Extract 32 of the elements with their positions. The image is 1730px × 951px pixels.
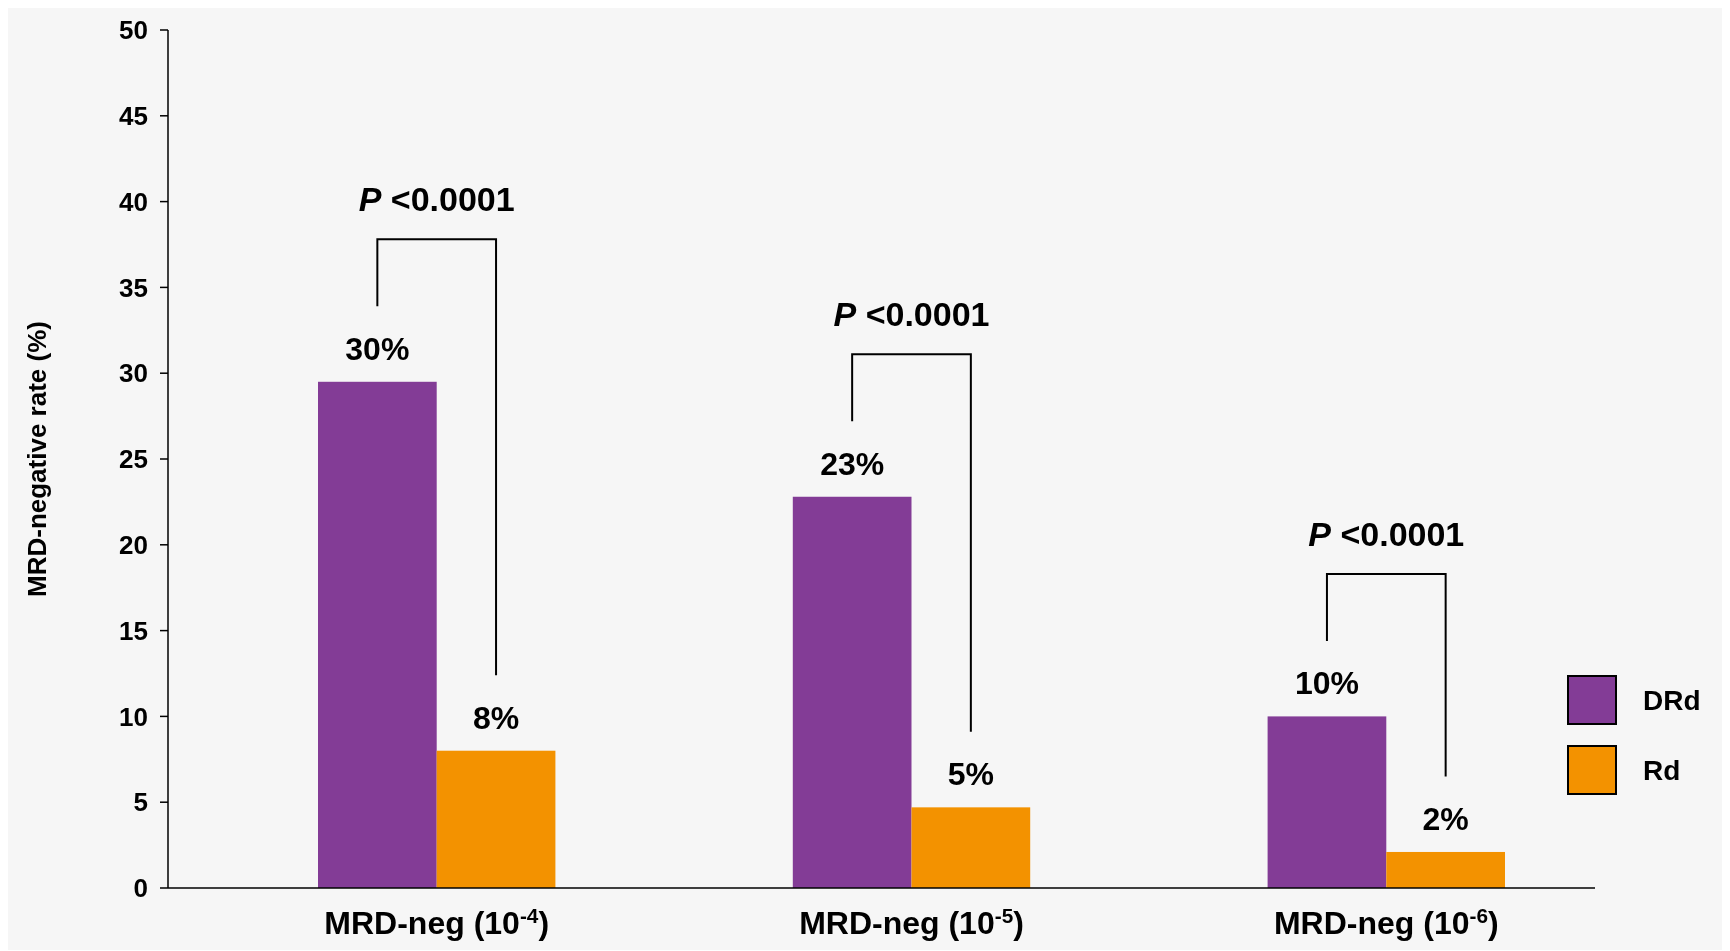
bar xyxy=(1267,716,1387,888)
legend-label: Rd xyxy=(1643,754,1681,786)
y-tick-label: 10 xyxy=(119,701,148,732)
bar xyxy=(792,496,912,888)
annotation: P <0.0001 xyxy=(833,295,990,334)
y-tick-label: 40 xyxy=(119,186,148,217)
x-tick-label: MRD-neg (10$^{-6}$) xyxy=(1273,903,1499,941)
x-tick-label: MRD-neg (10$^{-5}$) xyxy=(799,903,1024,941)
bar xyxy=(318,381,437,888)
legend-label: DRd xyxy=(1643,684,1701,716)
data-label: 2% xyxy=(1422,800,1469,837)
y-tick-label: 15 xyxy=(119,615,148,646)
annotation: P <0.0001 xyxy=(358,180,515,219)
x-tick-label: MRD-neg (10$^{-4}$) xyxy=(324,903,550,941)
y-tick-label: 20 xyxy=(119,529,148,560)
y-axis-title: MRD-negative rate (%) xyxy=(22,321,52,597)
y-tick-label: 45 xyxy=(119,100,148,131)
y-tick-label: 0 xyxy=(133,873,148,904)
y-tick-label: 50 xyxy=(119,15,148,46)
y-tick-label: 5 xyxy=(133,787,148,818)
bar xyxy=(911,807,1031,888)
data-label: 30% xyxy=(345,330,410,367)
data-label: 10% xyxy=(1294,665,1359,702)
data-label: 8% xyxy=(472,699,520,736)
data-label: 23% xyxy=(820,445,885,482)
y-tick-label: 35 xyxy=(119,272,148,303)
bar xyxy=(436,750,556,888)
annotation: P <0.0001 xyxy=(1308,514,1465,553)
y-tick-label: 25 xyxy=(119,444,148,475)
bar xyxy=(1386,851,1505,888)
y-tick-label: 30 xyxy=(119,358,148,389)
data-label: 5% xyxy=(947,756,994,793)
